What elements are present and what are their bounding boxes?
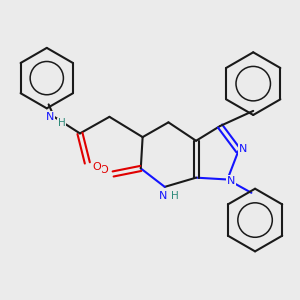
Text: H: H [171, 191, 178, 201]
Text: N: N [46, 112, 54, 122]
Text: N: N [159, 191, 167, 201]
Text: O: O [92, 162, 101, 172]
Text: N: N [239, 144, 247, 154]
Text: N: N [227, 176, 235, 186]
Text: H: H [58, 118, 65, 128]
Text: O: O [100, 165, 108, 175]
